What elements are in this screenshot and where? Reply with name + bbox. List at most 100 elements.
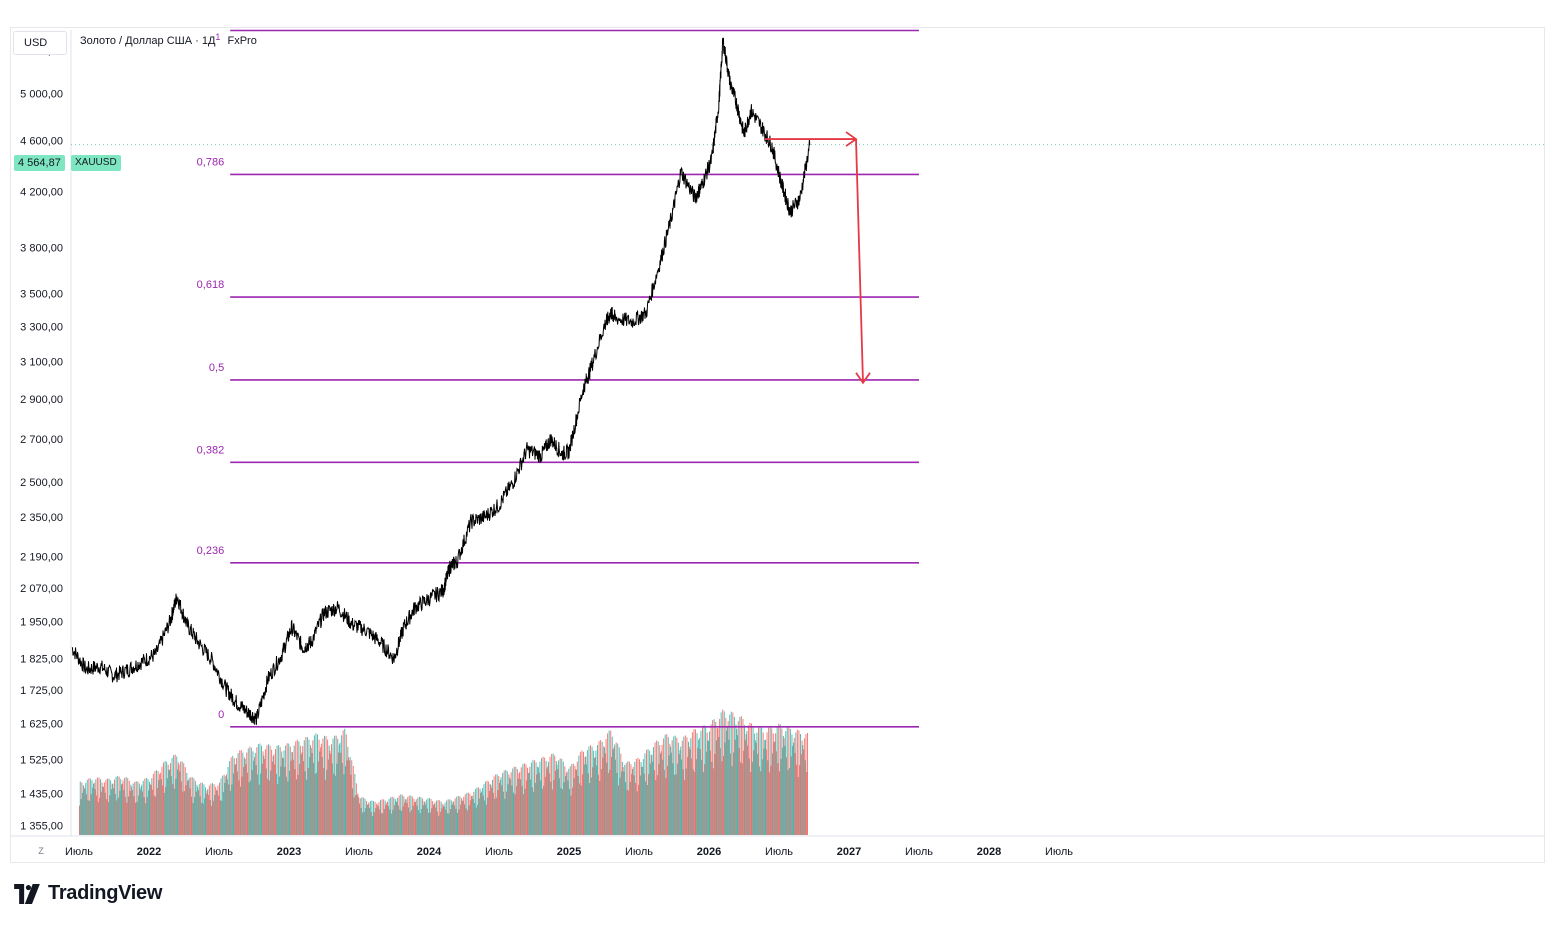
volume-bar xyxy=(677,742,679,835)
volume-bar xyxy=(394,805,395,835)
volume-bar xyxy=(336,763,338,835)
volume-bar xyxy=(242,752,244,835)
volume-bar xyxy=(414,802,416,835)
volume-bar xyxy=(451,804,453,835)
volume-bar xyxy=(280,766,282,835)
volume-bar xyxy=(594,757,596,835)
log-scale-toggle[interactable]: Z xyxy=(38,846,44,856)
volume-bar xyxy=(457,795,459,835)
price-tick-label: 2 500,00 xyxy=(20,477,63,489)
volume-bar xyxy=(136,801,138,835)
volume-bar xyxy=(434,802,436,835)
volume-bar xyxy=(744,725,745,835)
volume-bar xyxy=(410,795,412,835)
volume-bar xyxy=(720,712,722,835)
volume-bar xyxy=(408,795,410,835)
volume-bar xyxy=(707,740,709,835)
volume-bar xyxy=(173,755,175,835)
volume-bar xyxy=(432,801,434,835)
volume-bar xyxy=(533,791,535,835)
volume-bar xyxy=(563,782,565,835)
volume-bar xyxy=(461,800,463,835)
volume-bar xyxy=(698,738,700,835)
volume-bar xyxy=(329,750,331,835)
volume-bar xyxy=(471,795,473,835)
volume-bar xyxy=(514,794,516,835)
volume-bar xyxy=(299,745,301,835)
volume-bar xyxy=(130,784,132,835)
volume-bar xyxy=(579,783,581,835)
volume-bar xyxy=(793,737,795,835)
volume-bar xyxy=(224,782,226,835)
volume-bar xyxy=(590,777,592,835)
volume-bar xyxy=(755,742,757,835)
volume-bar xyxy=(168,770,170,835)
volume-bar xyxy=(180,781,182,835)
volume-bar xyxy=(772,753,773,835)
volume-bar xyxy=(133,796,135,835)
volume-bar xyxy=(424,801,426,835)
volume-bar xyxy=(628,790,630,835)
volume-bar xyxy=(670,752,672,835)
volume-bar xyxy=(552,753,554,835)
volume-bar xyxy=(179,771,181,835)
volume-bar xyxy=(436,800,437,835)
volume-bar xyxy=(103,787,105,835)
volume-bar xyxy=(512,768,514,835)
volume-bar xyxy=(641,766,643,835)
volume-bar xyxy=(362,797,364,835)
volume-bar xyxy=(456,796,458,835)
price-axis[interactable]: 5 400,005 000,004 600,004 200,003 800,00… xyxy=(20,45,63,832)
forecast-arrow[interactable] xyxy=(765,131,871,385)
volume-bar xyxy=(495,797,497,835)
volume-bar xyxy=(463,796,465,835)
volume-bar xyxy=(786,757,787,835)
volume-bar xyxy=(467,810,469,835)
volume-bar xyxy=(210,783,212,835)
volume-bar xyxy=(369,807,371,835)
volume-bar xyxy=(241,776,243,835)
volume-bar xyxy=(121,783,123,835)
volume-bar xyxy=(694,771,696,835)
volume-bar xyxy=(575,769,577,835)
currency-selector[interactable]: USD xyxy=(13,31,67,55)
volume-bar xyxy=(145,803,147,835)
volume-bar xyxy=(383,808,385,835)
volume-bar xyxy=(769,726,771,835)
volume-bar xyxy=(201,782,203,835)
volume-bar xyxy=(591,746,593,835)
volume-bar xyxy=(520,779,521,835)
volume-bar xyxy=(502,772,504,835)
price-tick-label: 1 725,00 xyxy=(20,685,63,697)
symbol-legend[interactable]: Золото / Доллар США · 1Д1 FxPro xyxy=(80,32,257,47)
volume-bar xyxy=(639,759,640,835)
volume-bar xyxy=(620,753,622,835)
tradingview-logo[interactable]: TradingView xyxy=(12,882,162,905)
volume-bar xyxy=(540,780,542,835)
volume-bar xyxy=(586,764,588,835)
volume-bar xyxy=(255,765,257,835)
volume-bar xyxy=(453,805,455,835)
time-axis[interactable]: Июль 2022 Июль 2023 Июль 2024 Июль 2025 Июль 2026… xyxy=(65,846,1073,858)
volume-bar xyxy=(135,802,136,835)
volume-bar xyxy=(213,784,215,835)
volume-bar xyxy=(117,775,119,835)
volume-bar xyxy=(585,756,587,835)
volume-bar xyxy=(166,761,168,835)
arrow-head-down xyxy=(855,372,871,385)
volume-bar xyxy=(79,805,80,835)
volume-bar xyxy=(758,766,760,835)
volume-bar xyxy=(498,776,500,835)
volume-bar xyxy=(796,729,798,835)
price-tick-label: 4 600,00 xyxy=(20,135,63,147)
volume-bar xyxy=(807,732,808,835)
volume-bar xyxy=(89,800,91,835)
volume-bar xyxy=(386,802,388,835)
volume-bar xyxy=(443,805,444,835)
volume-bar xyxy=(80,799,82,835)
volume-bar xyxy=(652,761,654,835)
volume-bar xyxy=(736,728,738,835)
fibonacci-retracement[interactable]: 0,786 0,618 0,5 0,382 0,236 0 xyxy=(197,29,919,728)
volume-bar xyxy=(593,750,595,835)
